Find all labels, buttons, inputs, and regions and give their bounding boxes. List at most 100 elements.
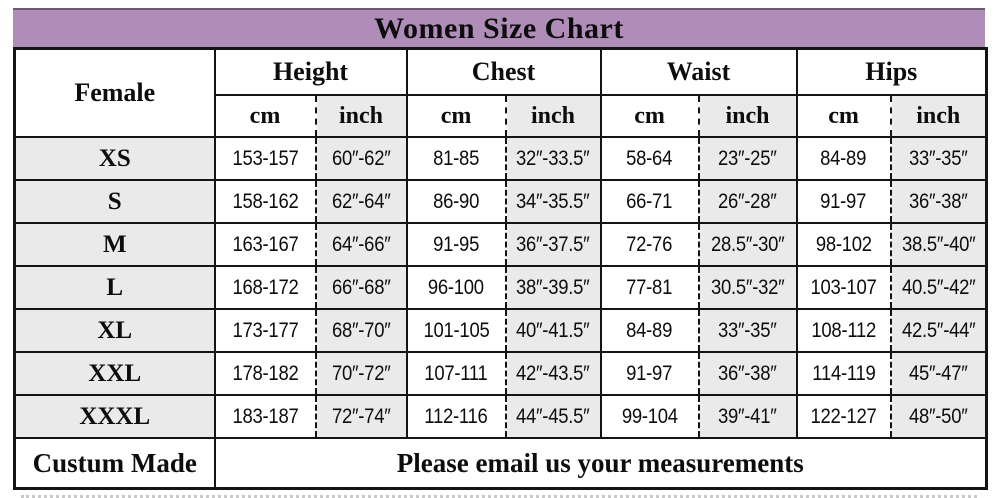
- unit-chest-cm: cm: [405, 94, 507, 138]
- cell-hips-cm: 108-112: [795, 308, 892, 353]
- cell-value: 91-95: [433, 232, 479, 256]
- size-rows: XS 153-157 60″-62″ 81-85 32″-33.5″ 58-64 23″-2…: [13, 136, 988, 439]
- cell-chest-cm: 107-111: [405, 351, 507, 396]
- size-row-m: M 163-167 64″-66″ 91-95 36″-37.5″ 72-76 28.5″-…: [13, 222, 988, 267]
- cell-chest-inch: 38″-39.5″: [504, 265, 602, 310]
- cell-hips-cm: 98-102: [795, 222, 892, 267]
- cell-value: 108-112: [811, 318, 876, 342]
- header-hips: Hips: [795, 47, 988, 96]
- cell-value: 62″-64″: [331, 189, 391, 213]
- cell-value: 72″-74″: [331, 404, 391, 428]
- cell-height-cm: 163-167: [213, 222, 317, 267]
- cell-value: 114-119: [811, 361, 876, 385]
- cell-height-inch: 72″-74″: [314, 394, 408, 439]
- unit-hips-cm: cm: [795, 94, 892, 138]
- cell-waist-inch: 33″-35″: [697, 308, 798, 353]
- cell-hips-inch: 48″-50″: [889, 394, 988, 439]
- cell-value: 70″-72″: [331, 361, 391, 385]
- cell-waist-cm: 84-89: [599, 308, 700, 353]
- cell-value: 91-97: [626, 361, 673, 385]
- size-row-xl: XL 173-177 68″-70″ 101-105 40″-41.5″ 84-89 33″…: [13, 308, 988, 353]
- cell-hips-cm: 122-127: [795, 394, 892, 439]
- cell-hips-cm: 114-119: [795, 351, 892, 396]
- header-unit-row: cm inch cm inch cm inch cm inch: [15, 94, 988, 138]
- cell-hips-inch: 42.5″-44″: [889, 308, 988, 353]
- cell-hips-inch: 36″-38″: [889, 179, 988, 224]
- cell-value: 36″-37.5″: [516, 232, 590, 256]
- cell-value: 60″-62″: [331, 146, 391, 170]
- size-label: XL: [13, 308, 216, 353]
- cell-value: 45″-47″: [909, 361, 968, 385]
- custom-made-row: Custum Made Please email us your measure…: [13, 437, 988, 490]
- cell-height-cm: 183-187: [213, 394, 317, 439]
- cell-hips-cm: 84-89: [795, 136, 892, 181]
- size-label: M: [13, 222, 216, 267]
- cell-waist-cm: 58-64: [599, 136, 700, 181]
- cell-waist-inch: 23″-25″: [697, 136, 798, 181]
- cell-value: 84-89: [626, 318, 673, 342]
- cell-chest-cm: 96-100: [405, 265, 507, 310]
- cell-value: 168-172: [232, 275, 298, 299]
- cell-value: 23″-25″: [718, 146, 777, 170]
- cell-value: 38.5″-40″: [901, 232, 976, 256]
- cell-value: 96-100: [428, 275, 484, 299]
- size-label: XXL: [13, 351, 216, 396]
- cell-chest-inch: 36″-37.5″: [504, 222, 602, 267]
- cell-hips-cm: 91-97: [795, 179, 892, 224]
- cell-value: 72-76: [626, 232, 673, 256]
- cell-waist-cm: 77-81: [599, 265, 700, 310]
- cell-chest-inch: 44″-45.5″: [504, 394, 602, 439]
- header-group-row: Female Height Chest Waist Hips: [13, 47, 988, 138]
- cell-hips-inch: 33″-35″: [889, 136, 988, 181]
- header-waist: Waist: [599, 47, 798, 96]
- cell-height-cm: 178-182: [213, 351, 317, 396]
- cell-waist-cm: 91-97: [599, 351, 700, 396]
- cell-chest-inch: 40″-41.5″: [504, 308, 602, 353]
- cell-value: 122-127: [810, 404, 877, 428]
- cell-value: 103-107: [810, 275, 877, 299]
- chart-title: Women Size Chart: [13, 8, 985, 47]
- size-row-s: S 158-162 62″-64″ 86-90 34″-35.5″ 66-71 26″-28…: [13, 179, 988, 224]
- cell-chest-cm: 81-85: [405, 136, 507, 181]
- cell-value: 40″-41.5″: [516, 318, 590, 342]
- cell-value: 158-162: [232, 189, 298, 213]
- cell-value: 48″-50″: [909, 404, 968, 428]
- cell-hips-cm: 103-107: [795, 265, 892, 310]
- size-row-xxxl: XXXL 183-187 72″-74″ 112-116 44″-45.5″ 99-104…: [13, 394, 988, 439]
- size-label: S: [13, 179, 216, 224]
- cell-value: 40.5″-42″: [901, 275, 976, 299]
- cell-value: 178-182: [232, 361, 298, 385]
- cell-chest-inch: 34″-35.5″: [504, 179, 602, 224]
- cell-value: 30.5″-32″: [710, 275, 785, 299]
- cell-value: 32″-33.5″: [516, 146, 590, 170]
- cell-chest-cm: 101-105: [405, 308, 507, 353]
- cell-value: 84-89: [820, 146, 867, 170]
- cell-waist-inch: 26″-28″: [697, 179, 798, 224]
- cell-value: 101-105: [423, 318, 490, 342]
- cell-value: 112-116: [424, 404, 488, 428]
- cell-chest-inch: 32″-33.5″: [504, 136, 602, 181]
- cell-value: 66-71: [626, 189, 673, 213]
- cell-hips-inch: 40.5″-42″: [889, 265, 988, 310]
- cell-chest-cm: 86-90: [405, 179, 507, 224]
- cell-hips-inch: 45″-47″: [889, 351, 988, 396]
- size-label: L: [13, 265, 216, 310]
- cell-chest-inch: 42″-43.5″: [504, 351, 602, 396]
- cell-value: 64″-66″: [331, 232, 391, 256]
- cell-height-inch: 64″-66″: [314, 222, 408, 267]
- cell-value: 98-102: [815, 232, 872, 256]
- cell-chest-cm: 112-116: [405, 394, 507, 439]
- cell-height-inch: 70″-72″: [314, 351, 408, 396]
- header-chest: Chest: [405, 47, 602, 96]
- cell-value: 39″-41″: [718, 404, 777, 428]
- header-female: Female: [13, 47, 216, 138]
- cell-waist-inch: 36″-38″: [697, 351, 798, 396]
- size-row-l: L 168-172 66″-68″ 96-100 38″-39.5″ 77-81 30.5″…: [13, 265, 988, 310]
- cell-value: 42″-43.5″: [516, 361, 590, 385]
- size-label: XS: [13, 136, 216, 181]
- cell-height-inch: 62″-64″: [314, 179, 408, 224]
- cell-height-cm: 153-157: [213, 136, 317, 181]
- cell-value: 183-187: [232, 404, 298, 428]
- cell-value: 33″-35″: [909, 146, 968, 170]
- unit-height-inch: inch: [314, 94, 408, 138]
